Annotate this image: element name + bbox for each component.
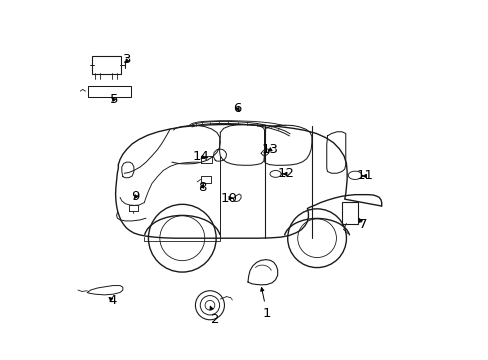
Text: 8: 8 [198, 181, 206, 194]
Text: 4: 4 [108, 294, 117, 307]
Text: 7: 7 [358, 218, 366, 231]
Text: 1: 1 [260, 288, 271, 320]
Text: 6: 6 [233, 102, 241, 115]
Text: 14: 14 [192, 150, 209, 163]
Text: 12: 12 [277, 167, 294, 180]
Text: 9: 9 [131, 190, 140, 203]
Text: 11: 11 [356, 170, 373, 183]
Text: 3: 3 [123, 53, 132, 66]
Text: 2: 2 [209, 306, 219, 325]
Text: 10: 10 [220, 192, 237, 204]
Text: 13: 13 [262, 143, 278, 156]
Text: 5: 5 [109, 94, 118, 107]
